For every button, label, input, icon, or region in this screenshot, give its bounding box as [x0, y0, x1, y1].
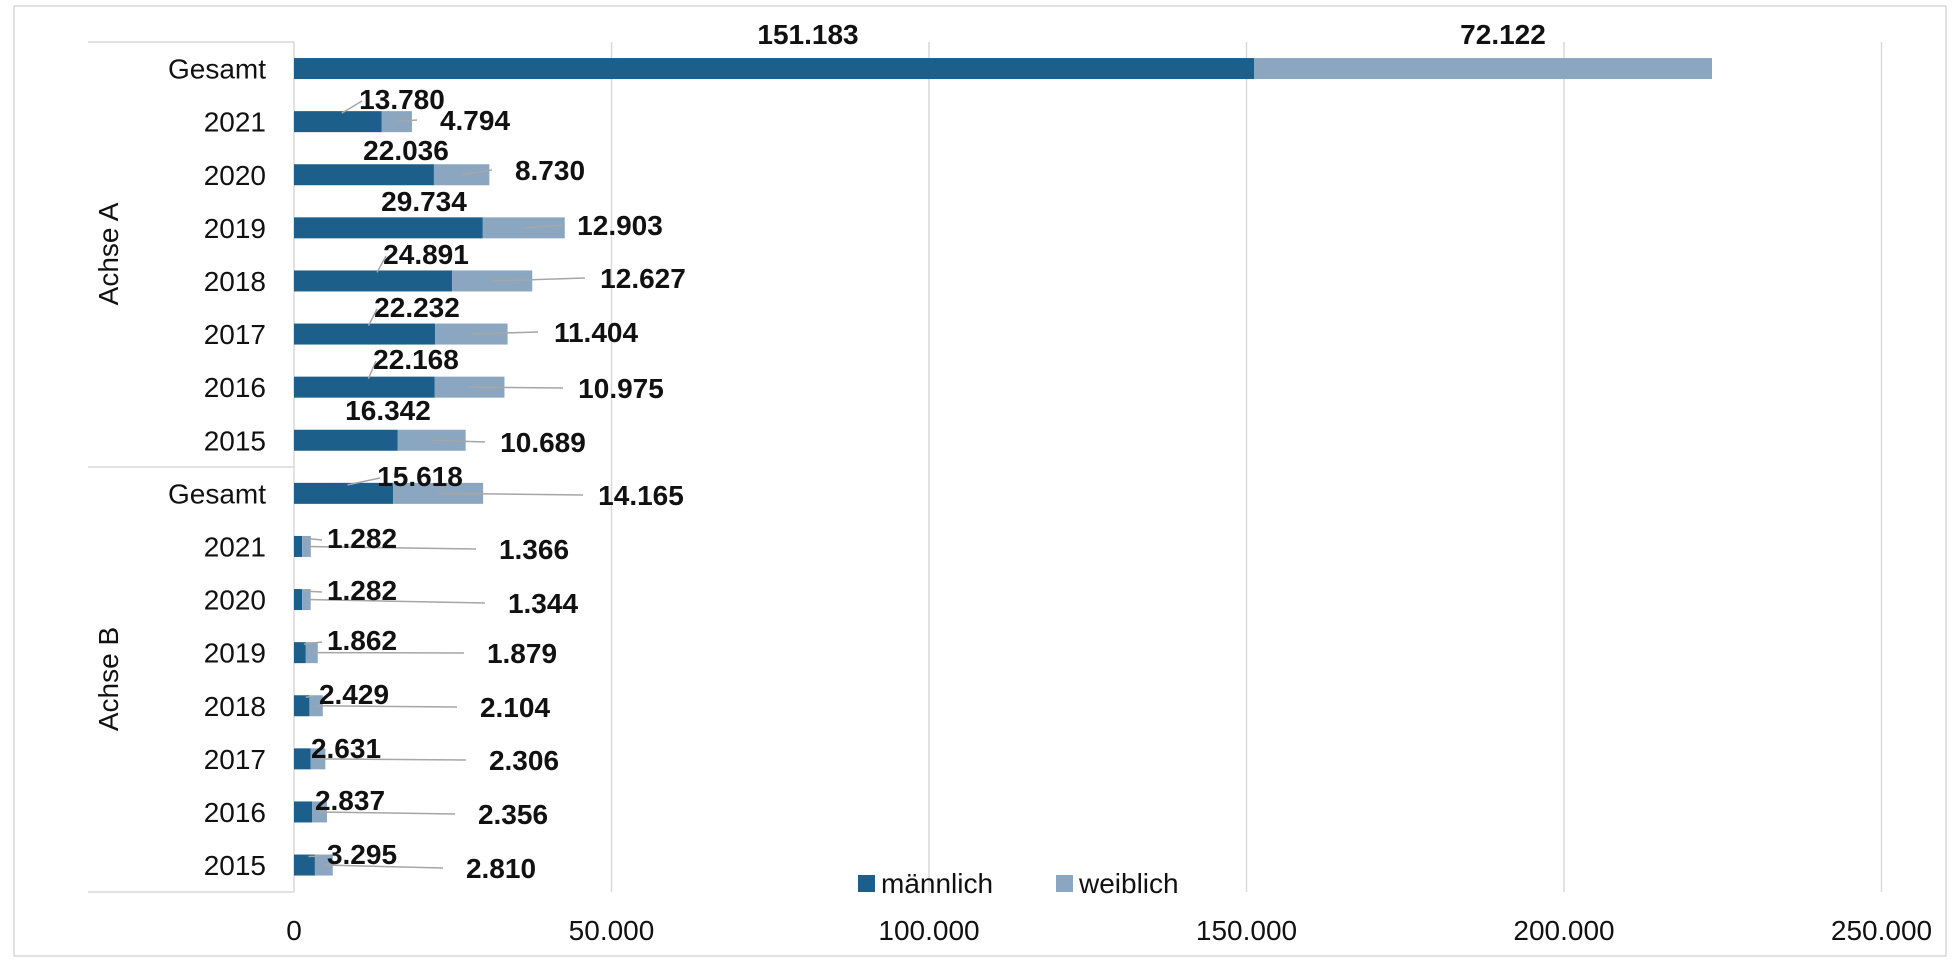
bar-maennlich	[294, 695, 309, 716]
category-axis: Achse A Gesamt 2021 2020 2019 2018 2017 2016 201…	[88, 42, 294, 892]
group-label: Achse B	[93, 627, 124, 731]
data-label-maennlich: 29.734	[381, 186, 467, 217]
data-label-maennlich: 2.429	[319, 679, 389, 710]
bar-maennlich	[294, 217, 483, 238]
category-label: 2016	[204, 372, 266, 403]
category-label: 2019	[204, 638, 266, 669]
data-label-weiblich: 11.404	[554, 317, 639, 348]
data-label-maennlich: 2.837	[315, 785, 385, 816]
data-label-maennlich: 3.295	[327, 839, 397, 870]
group-label: Achse A	[93, 202, 124, 305]
data-label-maennlich: 22.168	[373, 344, 459, 375]
category-label: 2021	[204, 531, 266, 562]
bar-maennlich	[294, 324, 435, 345]
bar-maennlich	[294, 430, 398, 451]
data-label-weiblich: 2.306	[489, 745, 559, 776]
bar-maennlich	[294, 801, 312, 822]
category-label: 2020	[204, 160, 266, 191]
data-label-maennlich: 22.036	[363, 135, 449, 166]
x-tick-label: 200.000	[1513, 915, 1614, 946]
bar-maennlich	[294, 855, 315, 876]
data-label-weiblich: 2.810	[466, 853, 536, 884]
data-label-weiblich: 10.975	[578, 373, 664, 404]
data-label-maennlich: 1.862	[327, 625, 397, 656]
data-label-maennlich: 22.232	[374, 292, 460, 323]
bar-maennlich	[294, 642, 306, 663]
category-label: 2015	[204, 850, 266, 881]
category-label: 2017	[204, 319, 266, 350]
category-label: 2018	[204, 266, 266, 297]
legend-swatch	[858, 875, 875, 892]
data-label-weiblich: 1.879	[487, 638, 557, 669]
legend: männlich weiblich	[858, 868, 1179, 899]
data-label-weiblich: 14.165	[598, 480, 684, 511]
category-label: 2017	[204, 744, 266, 775]
category-label: 2015	[204, 425, 266, 456]
data-label-maennlich: 1.282	[327, 575, 397, 606]
x-tick-label: 150.000	[1196, 915, 1297, 946]
data-label-weiblich: 2.104	[480, 692, 550, 723]
category-label: 2021	[204, 107, 266, 138]
category-label: 2016	[204, 797, 266, 828]
data-label-weiblich: 72.122	[1460, 19, 1546, 50]
legend-label: weiblich	[1078, 868, 1179, 899]
data-label-maennlich: 16.342	[345, 395, 431, 426]
bar-weiblich	[434, 164, 489, 185]
data-label-maennlich: 15.618	[377, 461, 463, 492]
data-label-weiblich: 1.344	[508, 588, 578, 619]
category-label: Gesamt	[168, 54, 266, 85]
data-label-weiblich: 1.366	[499, 534, 569, 565]
x-tick-label: 250.000	[1831, 915, 1932, 946]
bar-maennlich	[294, 270, 452, 291]
category-label: Gesamt	[168, 478, 266, 509]
bar-maennlich	[294, 58, 1254, 79]
bar-maennlich	[294, 536, 302, 557]
leader-line	[470, 387, 563, 388]
data-label-maennlich: 1.282	[327, 523, 397, 554]
data-label-maennlich: 151.183	[757, 19, 858, 50]
bar-maennlich	[294, 589, 302, 610]
bar-weiblich	[1254, 58, 1712, 79]
data-label-maennlich: 13.780	[359, 84, 445, 115]
bar-maennlich	[294, 164, 434, 185]
x-tick-label: 100.000	[878, 915, 979, 946]
leader-line	[308, 856, 322, 857]
data-label-weiblich: 2.356	[478, 799, 548, 830]
data-label-weiblich: 12.903	[577, 210, 663, 241]
data-label-weiblich: 8.730	[515, 155, 585, 186]
data-label-weiblich: 4.794	[440, 105, 510, 136]
data-label-weiblich: 12.627	[600, 263, 686, 294]
x-tick-label: 50.000	[569, 915, 655, 946]
data-label-maennlich: 2.631	[311, 733, 381, 764]
x-axis-ticks: 0 50.000 100.000 150.000 200.000 250.000	[286, 915, 1932, 946]
category-label: 2020	[204, 585, 266, 616]
data-label-weiblich: 10.689	[500, 427, 586, 458]
category-label: 2019	[204, 213, 266, 244]
category-label: 2018	[204, 691, 266, 722]
data-label-maennlich: 24.891	[383, 239, 469, 270]
legend-label: männlich	[881, 868, 993, 899]
bar-maennlich	[294, 748, 311, 769]
legend-swatch	[1056, 875, 1073, 892]
x-tick-label: 0	[286, 915, 302, 946]
leader-line	[302, 591, 322, 592]
